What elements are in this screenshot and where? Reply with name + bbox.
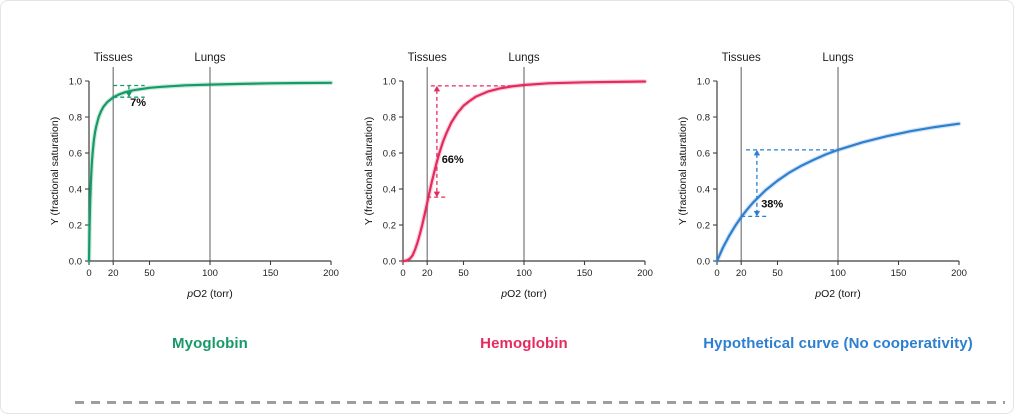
- y-tick-label: 0.0: [383, 256, 396, 267]
- reference-label-lungs: Lungs: [822, 52, 854, 64]
- y-tick-label: 0.2: [69, 220, 82, 231]
- y-axis-title: Y (fractional saturation): [677, 117, 689, 225]
- y-tick-label: 0.8: [697, 112, 710, 123]
- y-tick-label: 0.4: [383, 184, 396, 195]
- arrowhead-down: [753, 210, 761, 217]
- reference-label-lungs: Lungs: [508, 52, 540, 64]
- reference-label-tissues: Tissues: [408, 52, 447, 64]
- x-axis-title: pO2 (torr): [500, 288, 547, 300]
- reference-label-lungs: Lungs: [194, 52, 226, 64]
- y-tick-label: 1.0: [697, 76, 710, 87]
- saturation-curve: [715, 122, 961, 263]
- y-tick-label: 0.6: [383, 148, 396, 159]
- x-tick-label: 100: [830, 268, 846, 279]
- y-tick-label: 0.0: [69, 256, 82, 267]
- y-tick-label: 1.0: [69, 76, 82, 87]
- x-tick-label: 200: [951, 268, 967, 279]
- y-tick-label: 1.0: [383, 76, 396, 87]
- y-tick-label: 0.2: [383, 220, 396, 231]
- x-tick-label: 20: [422, 268, 433, 279]
- arrowhead-down: [433, 191, 441, 198]
- x-tick-label: 0: [400, 268, 405, 279]
- y-tick-label: 0.6: [697, 148, 710, 159]
- annotation-percent-label: 66%: [442, 154, 464, 166]
- chart-title-myoglobin: Myoglobin: [172, 335, 248, 352]
- y-axis-title: Y (fractional saturation): [49, 117, 61, 225]
- chart-panel-hemoglobin: Tissues Lungs 0.0 0.2 0.4 0.6 0.8 1.0 0 20 50 100 15…: [357, 47, 657, 352]
- saturation-curve: [401, 80, 647, 263]
- reference-label-tissues: Tissues: [722, 52, 761, 64]
- x-tick-label: 50: [772, 268, 783, 279]
- y-tick-label: 0.8: [69, 112, 82, 123]
- annotation-percent-label: 38%: [761, 198, 783, 210]
- arrowhead-down: [125, 91, 133, 98]
- arrowhead-up: [753, 149, 761, 156]
- hemoglobin-chart: Tissues Lungs 0.0 0.2 0.4 0.6 0.8 1.0 0 20 50 100 15…: [363, 52, 653, 300]
- x-tick-label: 0: [714, 268, 719, 279]
- charts-row: Tissues Lungs 0.0 0.2 0.4 0.6 0.8 1.0 0 20 50 100 15…: [1, 1, 1013, 352]
- x-tick-label: 150: [891, 268, 907, 279]
- hypothetical-curve-chart: Tissues Lungs 0.0 0.2 0.4 0.6 0.8 1.0 0 20 50 100 15…: [677, 52, 967, 300]
- chart-panel-myoglobin: Tissues Lungs 0.0 0.2 0.4 0.6 0.8 1.0 0 20 50 100 15…: [43, 47, 343, 352]
- chart-panel-hypothetical: Tissues Lungs 0.0 0.2 0.4 0.6 0.8 1.0 0 20 50 100 15…: [671, 47, 973, 352]
- x-tick-label: 20: [736, 268, 747, 279]
- saturation-curve: [87, 81, 333, 263]
- y-tick-label: 0.4: [697, 184, 710, 195]
- x-tick-label: 200: [323, 268, 339, 279]
- x-axis-title: pO2 (torr): [814, 288, 861, 300]
- x-tick-label: 20: [108, 268, 119, 279]
- x-tick-label: 50: [144, 268, 155, 279]
- y-axis-title: Y (fractional saturation): [363, 117, 375, 225]
- chart-title-hemoglobin: Hemoglobin: [480, 335, 568, 352]
- chart-title-hypothetical: Hypothetical curve (No cooperativity): [703, 335, 973, 352]
- x-tick-label: 100: [202, 268, 218, 279]
- y-tick-label: 0.2: [697, 220, 710, 231]
- x-tick-label: 50: [458, 268, 469, 279]
- x-tick-label: 100: [516, 268, 532, 279]
- arrowhead-up: [433, 85, 441, 92]
- x-tick-label: 200: [637, 268, 653, 279]
- y-tick-label: 0.4: [69, 184, 82, 195]
- y-tick-label: 0.6: [69, 148, 82, 159]
- bottom-dashed-divider: [75, 401, 1005, 404]
- y-tick-label: 0.8: [383, 112, 396, 123]
- x-tick-label: 150: [577, 268, 593, 279]
- myoglobin-chart: Tissues Lungs 0.0 0.2 0.4 0.6 0.8 1.0 0 20 50 100 15…: [49, 52, 339, 300]
- reference-label-tissues: Tissues: [94, 52, 133, 64]
- x-tick-label: 150: [263, 268, 279, 279]
- y-tick-label: 0.0: [697, 256, 710, 267]
- x-axis-title: pO2 (torr): [186, 288, 233, 300]
- x-tick-label: 0: [86, 268, 91, 279]
- annotation-percent-label: 7%: [130, 97, 146, 109]
